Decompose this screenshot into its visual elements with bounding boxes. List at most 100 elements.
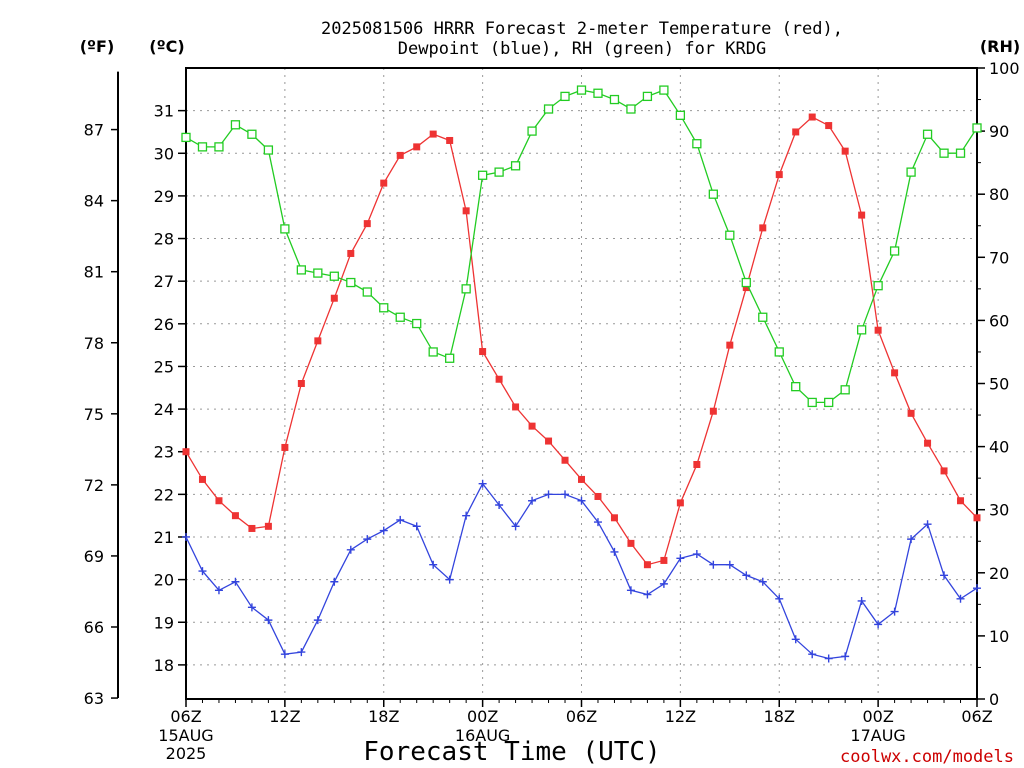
temperature-point (248, 524, 256, 532)
rh-point (181, 132, 191, 143)
dewpoint-point (264, 616, 273, 625)
rh-point (889, 246, 900, 256)
series-temperature (182, 113, 981, 569)
rh-tick-label: 50 (989, 375, 1009, 394)
dewpoint-point (214, 586, 223, 595)
dewpoint-point (462, 511, 471, 520)
celsius-tick-label: 20 (154, 571, 174, 590)
dewpoint-point (841, 652, 850, 661)
rh-point (296, 265, 307, 275)
rh-point (412, 318, 422, 329)
dewpoint-point (725, 560, 734, 569)
x-tick-label: 18Z (764, 707, 795, 726)
rh-point (329, 271, 339, 281)
fahrenheit-tick-label: 66 (84, 618, 104, 637)
rh-point (395, 312, 405, 322)
rh-point (922, 129, 933, 139)
temperature-point (726, 341, 734, 349)
dewpoint-point (429, 560, 438, 569)
temperature-point (528, 422, 536, 430)
dewpoint-point (346, 545, 355, 554)
celsius-tick-label: 19 (154, 613, 174, 632)
fahrenheit-tick-label: 69 (84, 547, 104, 566)
x-tick-label: 18Z (368, 707, 399, 726)
celsius-tick-label: 28 (154, 230, 174, 249)
rh-point (230, 120, 241, 130)
rh-point (906, 167, 916, 177)
dewpoint-point (478, 479, 487, 488)
temperature-point (231, 512, 239, 520)
temperature-point (940, 467, 948, 475)
dewpoint-point (626, 586, 635, 595)
rh-point (461, 284, 471, 294)
temperature-point (676, 499, 684, 507)
dewpoint-point (659, 579, 668, 588)
temperature-point (957, 497, 965, 505)
rh-point (445, 353, 455, 363)
x-tick-label: 06Z (961, 707, 992, 726)
dewpoint-point (363, 535, 372, 544)
credit-text: coolwx.com/models (840, 747, 1014, 767)
temperature-point (825, 122, 833, 130)
x-tick-label: 06Z (170, 707, 201, 726)
temperature-point (808, 113, 816, 121)
dewpoint-point (824, 654, 833, 663)
dewpoint-point (857, 596, 866, 605)
rh-tick-label: 70 (989, 248, 1009, 267)
axes: 63 66 69 72 75 78 81 84 87 18 19 20 21 22 23 24 25 26 27 28… (84, 59, 1020, 763)
temperature-point (380, 179, 388, 187)
celsius-unit-label: (ºC) (149, 37, 184, 56)
rh-point (725, 230, 735, 240)
temperature-point (396, 151, 404, 159)
rh-point (758, 312, 768, 322)
rh-tick-label: 60 (989, 311, 1009, 330)
temperature-point (462, 207, 470, 215)
dewpoint-point (297, 648, 306, 657)
celsius-tick-label: 27 (154, 272, 174, 291)
rh-point (280, 224, 290, 234)
rh-point (214, 142, 224, 152)
rh-point (675, 110, 686, 120)
rh-point (247, 129, 257, 139)
temperature-point (264, 522, 272, 530)
rh-point (543, 104, 554, 114)
celsius-tick-label: 24 (154, 400, 174, 419)
temperature-point (314, 337, 322, 345)
temperature-point (413, 143, 421, 151)
temperature-point (792, 128, 800, 136)
dewpoint-point (973, 584, 981, 593)
dewpoint-point (280, 650, 289, 659)
rh-point (840, 385, 850, 395)
rh-unit-label: (RH) (980, 37, 1020, 56)
dewpoint-point (923, 520, 932, 529)
temperature-point (874, 326, 882, 334)
chart-title-line2: Dewpoint (blue), RH (green) for KRDG (398, 39, 766, 59)
temperature-point (709, 407, 717, 415)
rh-point (576, 85, 587, 95)
temperature-point (660, 556, 668, 564)
rh-point (807, 397, 817, 408)
dewpoint-point (511, 522, 520, 531)
rh-tick-label: 100 (989, 59, 1020, 78)
temperature-point (198, 475, 206, 483)
temperature-point (841, 147, 849, 155)
temperature-point (578, 475, 585, 483)
dewpoint-point (231, 577, 240, 586)
rh-point (263, 145, 274, 155)
dewpoint-point (528, 496, 537, 505)
celsius-tick-label: 26 (154, 315, 174, 334)
dewpoint-point (709, 560, 718, 569)
temperature-point (297, 380, 305, 387)
rh-tick-label: 90 (989, 122, 1009, 141)
dewpoint-point (495, 501, 504, 510)
rh-point (955, 148, 966, 158)
rh-point (477, 170, 488, 180)
temperature-point (347, 249, 355, 257)
series-rh (181, 85, 982, 408)
dewpoint-point (561, 490, 570, 499)
temperature-point (742, 284, 750, 292)
rh-tick-label: 30 (989, 501, 1009, 520)
rh-point (362, 287, 372, 297)
rh-point (510, 161, 521, 171)
rh-point (313, 268, 323, 278)
